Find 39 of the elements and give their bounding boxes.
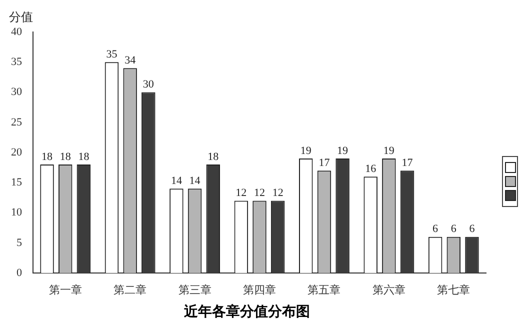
data-label: 18 xyxy=(78,150,90,163)
x-tick-label: 第四章 xyxy=(243,283,276,296)
data-label: 12 xyxy=(236,187,247,200)
data-label: 6 xyxy=(432,223,439,236)
x-tick-label: 第一章 xyxy=(48,283,82,296)
y-tick-label: 20 xyxy=(11,146,22,158)
data-label: 19 xyxy=(337,144,349,157)
y-tick-label: 0 xyxy=(16,266,22,279)
data-label: 14 xyxy=(170,175,182,188)
data-label: 12 xyxy=(254,187,265,200)
y-tick-label: 25 xyxy=(11,116,22,128)
data-label: 18 xyxy=(42,150,54,163)
y-tick-label: 30 xyxy=(11,86,22,98)
data-label: 6 xyxy=(469,223,476,236)
x-tick-label: 第七章 xyxy=(437,283,470,296)
data-label: 19 xyxy=(383,144,395,157)
data-label: 18 xyxy=(208,150,220,163)
data-label: 6 xyxy=(450,223,457,236)
text: 近年各章分值分布图 xyxy=(183,303,310,320)
y-axis-title: 分值 xyxy=(9,10,33,24)
data-label: 30 xyxy=(142,78,154,91)
data-label: 16 xyxy=(365,162,377,175)
x-tick-label: 第三章 xyxy=(178,283,212,296)
y-tick-label: 5 xyxy=(16,236,22,249)
data-label: 12 xyxy=(272,187,284,200)
data-label: 34 xyxy=(124,54,136,67)
data-label: 18 xyxy=(60,150,72,163)
data-label: 19 xyxy=(300,144,312,157)
data-label: 35 xyxy=(106,48,118,61)
data-label: 14 xyxy=(189,175,201,188)
data-label: 17 xyxy=(318,156,330,169)
y-tick-label: 15 xyxy=(11,176,22,189)
y-tick-label: 10 xyxy=(11,206,22,219)
x-tick-label: 第五章 xyxy=(308,283,341,296)
y-tick-label: 40 xyxy=(11,26,22,38)
x-tick-label: 第二章 xyxy=(114,283,147,296)
x-tick-label: 第六章 xyxy=(372,283,406,296)
y-tick-label: 35 xyxy=(11,56,22,68)
data-label: 17 xyxy=(402,156,414,169)
